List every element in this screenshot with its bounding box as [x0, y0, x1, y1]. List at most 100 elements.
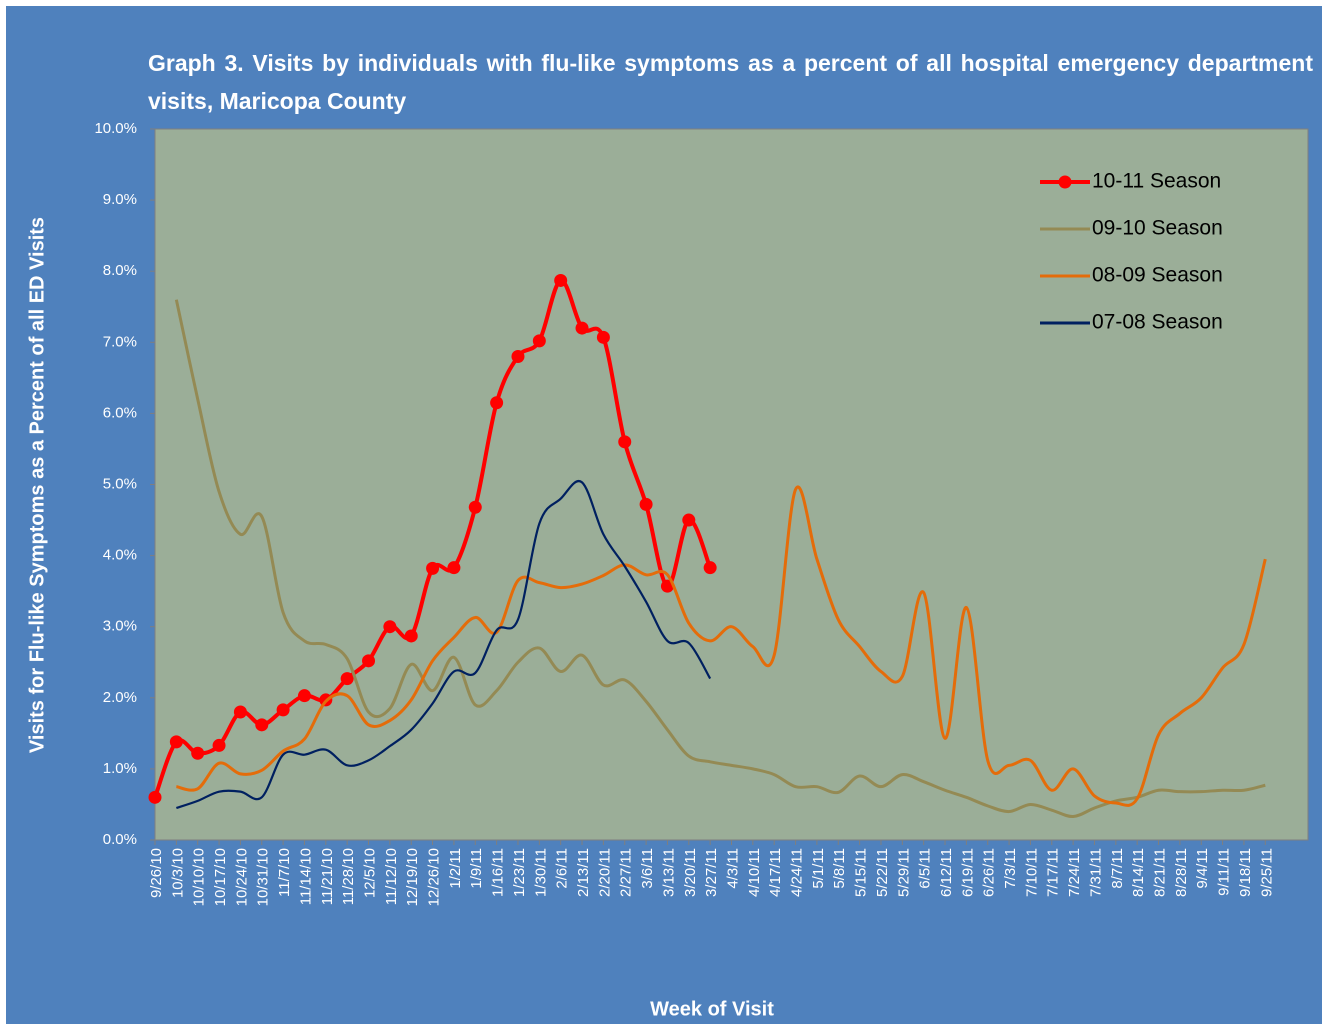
x-tick-label: 5/1/11	[810, 848, 827, 889]
data-point	[554, 273, 568, 287]
y-tick-label: 10.0%	[94, 120, 137, 137]
x-tick-label: 8/7/11	[1109, 848, 1126, 889]
y-tick-label: 1.0%	[103, 760, 137, 777]
x-tick-label: 4/3/11	[724, 848, 741, 889]
x-tick-label: 12/5/10	[361, 848, 378, 898]
y-tick-label: 9.0%	[103, 191, 137, 208]
x-tick-label: 6/12/11	[938, 848, 955, 897]
data-point	[148, 790, 162, 804]
chart-title: Graph 3. Visits by individuals with flu-…	[148, 50, 1313, 114]
legend-marker	[1058, 175, 1072, 189]
x-tick-label: 2/20/11	[596, 848, 613, 897]
y-tick-label: 7.0%	[103, 333, 137, 350]
data-point	[233, 705, 247, 719]
data-point	[532, 334, 546, 348]
x-tick-label: 2/27/11	[618, 848, 635, 897]
x-tick-label: 3/13/11	[660, 848, 677, 897]
data-point	[639, 497, 653, 511]
data-point	[404, 629, 418, 643]
x-tick-label: 7/3/11	[1002, 848, 1019, 889]
data-point	[169, 735, 183, 749]
x-tick-label: 9/25/11	[1258, 848, 1275, 897]
x-tick-label: 12/19/10	[404, 848, 421, 906]
data-point	[276, 703, 290, 717]
data-point	[383, 620, 397, 634]
data-point	[511, 350, 525, 364]
data-point	[468, 500, 482, 514]
x-tick-label: 9/11/11	[1216, 848, 1233, 896]
x-tick-label: 11/12/10	[383, 848, 400, 905]
x-tick-label: 7/10/11	[1023, 848, 1040, 897]
x-tick-label: 4/10/11	[746, 848, 763, 897]
legend-label: 08-09 Season	[1092, 264, 1223, 287]
series-line	[176, 485, 1267, 807]
x-tick-label: 6/19/11	[959, 848, 976, 897]
x-tick-label: 1/9/11	[468, 848, 485, 889]
data-point	[490, 396, 504, 410]
data-point	[596, 330, 610, 344]
data-point	[426, 561, 440, 575]
x-tick-label: 2/6/11	[554, 848, 571, 889]
x-tick-label: 10/3/10	[169, 848, 186, 898]
data-point	[575, 321, 589, 335]
series-line	[174, 299, 1266, 819]
x-tick-label: 1/23/11	[511, 848, 528, 897]
legend-label: 10-11 Season	[1092, 170, 1221, 193]
data-point	[340, 672, 354, 686]
x-tick-label: 1/16/11	[490, 848, 507, 897]
x-tick-label: 10/31/10	[255, 848, 272, 906]
x-tick-label: 6/26/11	[981, 848, 998, 897]
y-tick-label: 6.0%	[103, 404, 137, 421]
x-tick-label: 8/14/11	[1130, 848, 1147, 897]
x-tick-label: 12/26/10	[426, 848, 443, 906]
x-tick-label: 7/24/11	[1066, 848, 1083, 897]
x-tick-label: 7/31/11	[1087, 848, 1104, 897]
x-tick-label: 9/26/10	[148, 848, 165, 898]
data-point	[297, 689, 311, 703]
data-point	[191, 746, 205, 760]
x-tick-label: 10/10/10	[191, 848, 208, 906]
x-tick-label: 1/30/11	[532, 848, 549, 897]
x-tick-label: 8/21/11	[1152, 848, 1169, 897]
x-tick-label: 5/29/11	[895, 848, 912, 897]
y-axis-label: Visits for Flu-like Symptoms as a Percen…	[26, 217, 48, 753]
y-tick-label: 4.0%	[103, 547, 137, 564]
x-tick-label: 2/13/11	[575, 848, 592, 897]
y-tick-label: 2.0%	[103, 689, 137, 706]
x-tick-label: 11/28/10	[340, 848, 357, 905]
data-point	[212, 738, 226, 752]
data-point	[703, 561, 717, 575]
x-tick-label: 11/21/10	[319, 848, 336, 905]
x-tick-label: 4/17/11	[767, 848, 784, 897]
y-tick-label: 5.0%	[103, 475, 137, 492]
x-tick-label: 9/4/11	[1194, 848, 1211, 889]
x-tick-label: 10/17/10	[212, 848, 229, 906]
y-tick-label: 3.0%	[103, 618, 137, 635]
y-tick-label: 8.0%	[103, 262, 137, 279]
series-line	[176, 479, 712, 810]
x-tick-label: 5/8/11	[831, 848, 848, 889]
x-tick-label: 11/7/10	[276, 848, 293, 897]
data-point	[682, 513, 696, 527]
x-tick-label: 5/15/11	[853, 848, 870, 897]
legend-label: 09-10 Season	[1092, 217, 1223, 240]
data-point	[362, 654, 376, 668]
x-tick-label: 7/17/11	[1045, 848, 1062, 897]
x-tick-label: 9/18/11	[1237, 848, 1254, 897]
x-tick-label: 8/28/11	[1173, 848, 1190, 897]
plot-area	[154, 128, 1309, 841]
x-tick-label: 6/5/11	[917, 848, 934, 889]
data-point	[618, 435, 632, 449]
x-axis-label: Week of Visit	[650, 998, 774, 1020]
x-tick-label: 10/24/10	[233, 848, 250, 906]
x-tick-label: 1/2/11	[447, 848, 464, 889]
data-point	[255, 718, 269, 732]
x-tick-label: 3/6/11	[639, 848, 656, 889]
data-point	[447, 561, 461, 575]
x-tick-label: 4/24/11	[789, 848, 806, 897]
x-tick-label: 11/14/10	[297, 848, 314, 905]
x-tick-label: 3/27/11	[703, 848, 720, 897]
x-tick-label: 5/22/11	[874, 848, 891, 897]
